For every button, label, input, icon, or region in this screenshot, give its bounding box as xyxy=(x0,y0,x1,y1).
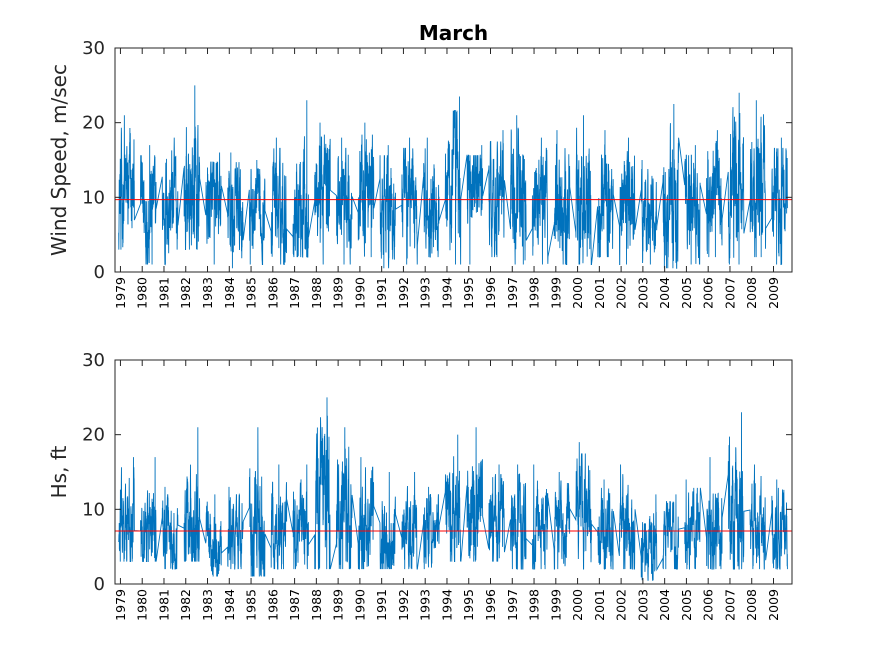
wave-height-panel: 0 10 20 30 1979 1980 1981 1982 1983 1984 1985 1986 1… xyxy=(47,350,793,621)
x-tick-label: 1981 xyxy=(156,589,171,621)
y-axis-label: Hs, ft xyxy=(47,445,71,498)
x-tick-label: 2000 xyxy=(570,277,585,309)
x-tick-label: 1983 xyxy=(200,589,215,621)
x-tick-label: 1992 xyxy=(396,277,411,309)
x-tick-label: 2004 xyxy=(657,277,672,309)
x-tick-label: 1999 xyxy=(548,277,563,309)
x-tick-label: 1988 xyxy=(309,589,324,621)
x-tick-label: 1985 xyxy=(244,277,259,309)
x-tick-label: 2004 xyxy=(657,589,672,621)
x-tick-label: 2008 xyxy=(744,277,759,309)
x-tick-label: 2002 xyxy=(614,589,629,621)
x-tick-label: 1985 xyxy=(244,589,259,621)
y-tick-label: 30 xyxy=(82,38,105,59)
x-tick-label: 1980 xyxy=(135,277,150,309)
x-tick-label: 1996 xyxy=(483,277,498,309)
x-tick-label: 1990 xyxy=(352,589,367,621)
y-tick-label: 10 xyxy=(82,187,105,208)
x-tick-label: 1987 xyxy=(287,589,302,621)
x-tick-label: 2002 xyxy=(614,277,629,309)
x-tick-label: 1981 xyxy=(156,277,171,309)
y-tick-label: 20 xyxy=(82,425,105,446)
x-tick-label: 1986 xyxy=(265,277,280,309)
axes-box xyxy=(114,359,793,585)
x-tick-label: 1984 xyxy=(222,589,237,621)
x-tick-label: 1997 xyxy=(505,589,520,621)
x-tick-label: 1997 xyxy=(505,277,520,309)
x-tick-label: 1990 xyxy=(352,277,367,309)
x-tick-label: 2005 xyxy=(679,589,694,621)
x-tick-label: 2000 xyxy=(570,589,585,621)
x-tick-label: 2001 xyxy=(592,589,607,621)
chart-title: March xyxy=(419,21,488,45)
x-tick-label: 1986 xyxy=(265,589,280,621)
x-tick-label: 2007 xyxy=(722,277,737,309)
x-tick-label: 1984 xyxy=(222,277,237,309)
x-tick-label: 1991 xyxy=(374,277,389,309)
y-tick-label: 10 xyxy=(82,499,105,520)
x-tick-label: 1988 xyxy=(309,277,324,309)
y-tick-label: 0 xyxy=(94,262,105,283)
x-tick-label: 1989 xyxy=(331,589,346,621)
series-line xyxy=(118,85,788,269)
x-tick-label: 1982 xyxy=(178,277,193,309)
x-tick-label: 2009 xyxy=(766,277,781,309)
x-tick-label: 2003 xyxy=(635,589,650,621)
x-tick-label: 2006 xyxy=(701,277,716,309)
x-tick-label: 1994 xyxy=(439,277,454,309)
x-tick-label: 1998 xyxy=(527,589,542,621)
x-tick-label: 1987 xyxy=(287,277,302,309)
x-tick-label: 1979 xyxy=(113,277,128,309)
series-line xyxy=(118,397,788,581)
x-tick-label: 1983 xyxy=(200,277,215,309)
x-tick-label: 1982 xyxy=(178,589,193,621)
x-tick-label: 1991 xyxy=(374,589,389,621)
y-tick-label: 30 xyxy=(82,350,105,371)
x-tick-label: 1992 xyxy=(396,589,411,621)
x-tick-label: 2005 xyxy=(679,277,694,309)
x-tick-label: 1995 xyxy=(461,277,476,309)
x-tick-label: 1998 xyxy=(527,277,542,309)
x-tick-label: 2008 xyxy=(744,589,759,621)
x-tick-label: 1980 xyxy=(135,589,150,621)
x-tick-label: 1994 xyxy=(439,589,454,621)
x-tick-label: 2003 xyxy=(635,277,650,309)
y-tick-label: 20 xyxy=(82,113,105,134)
x-tick-label: 2007 xyxy=(722,589,737,621)
x-tick-label: 1979 xyxy=(113,589,128,621)
x-tick-label: 1993 xyxy=(418,589,433,621)
x-tick-label: 1996 xyxy=(483,589,498,621)
x-tick-label: 1993 xyxy=(418,277,433,309)
x-tick-label: 2006 xyxy=(701,589,716,621)
y-tick-label: 0 xyxy=(94,574,105,595)
x-tick-label: 2001 xyxy=(592,277,607,309)
x-tick-label: 2009 xyxy=(766,589,781,621)
wind-speed-panel: 0 10 20 30 1979 1980 1981 1982 1983 1984 1985 1986 1… xyxy=(47,21,793,309)
x-tick-label: 1989 xyxy=(331,277,346,309)
y-axis-label: Wind Speed, m/sec xyxy=(47,64,71,256)
axes-box xyxy=(114,47,793,273)
x-tick-label: 1995 xyxy=(461,589,476,621)
x-tick-label: 1999 xyxy=(548,589,563,621)
